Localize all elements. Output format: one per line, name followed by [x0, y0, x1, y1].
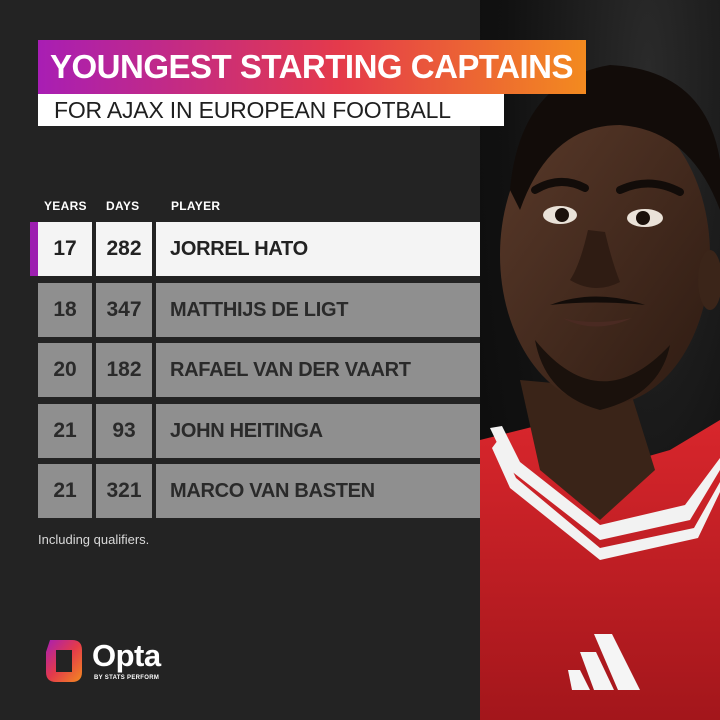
- opta-logo-text: Opta: [92, 638, 161, 673]
- header-years: YEARS: [44, 199, 87, 213]
- cell-years: 21: [38, 464, 92, 518]
- header-player: PLAYER: [171, 199, 221, 213]
- footnote: Including qualifiers.: [38, 532, 150, 547]
- cell-player: MATTHIJS DE LIGT: [156, 283, 480, 337]
- cell-days: 321: [96, 464, 152, 518]
- table-row: 18 347 MATTHIJS DE LIGT: [38, 283, 480, 337]
- header-days: DAYS: [106, 199, 140, 213]
- cell-years: 18: [38, 283, 92, 337]
- title-banner: YOUNGEST STARTING CAPTAINS: [38, 40, 586, 94]
- opta-logo: Opta BY STATS PERFORM: [42, 636, 192, 688]
- table-row: 17 282 JORREL HATO: [38, 222, 480, 276]
- table-row: 20 182 RAFAEL VAN DER VAART: [38, 343, 480, 397]
- cell-years: 21: [38, 404, 92, 458]
- cell-days: 182: [96, 343, 152, 397]
- table-row: 21 321 MARCO VAN BASTEN: [38, 464, 480, 518]
- cell-days: 282: [96, 222, 152, 276]
- cell-years: 20: [38, 343, 92, 397]
- opta-logo-icon: [46, 640, 82, 682]
- player-portrait-image: [480, 65, 720, 720]
- page-title: YOUNGEST STARTING CAPTAINS: [50, 48, 573, 85]
- opta-logo-tagline: BY STATS PERFORM: [94, 675, 160, 681]
- player-photo: [480, 0, 720, 720]
- cell-player: JORREL HATO: [156, 222, 480, 276]
- subtitle-banner: FOR AJAX IN EUROPEAN FOOTBALL: [38, 94, 504, 126]
- table-header: YEARS DAYS PLAYER: [0, 199, 480, 215]
- cell-player: RAFAEL VAN DER VAART: [156, 343, 480, 397]
- cell-days: 347: [96, 283, 152, 337]
- cell-years: 17: [38, 222, 92, 276]
- highlight-accent: [30, 222, 38, 276]
- table-row: 21 93 JOHN HEITINGA: [38, 404, 480, 458]
- page-subtitle: FOR AJAX IN EUROPEAN FOOTBALL: [54, 96, 451, 123]
- cell-days: 93: [96, 404, 152, 458]
- cell-player: JOHN HEITINGA: [156, 404, 480, 458]
- cell-player: MARCO VAN BASTEN: [156, 464, 480, 518]
